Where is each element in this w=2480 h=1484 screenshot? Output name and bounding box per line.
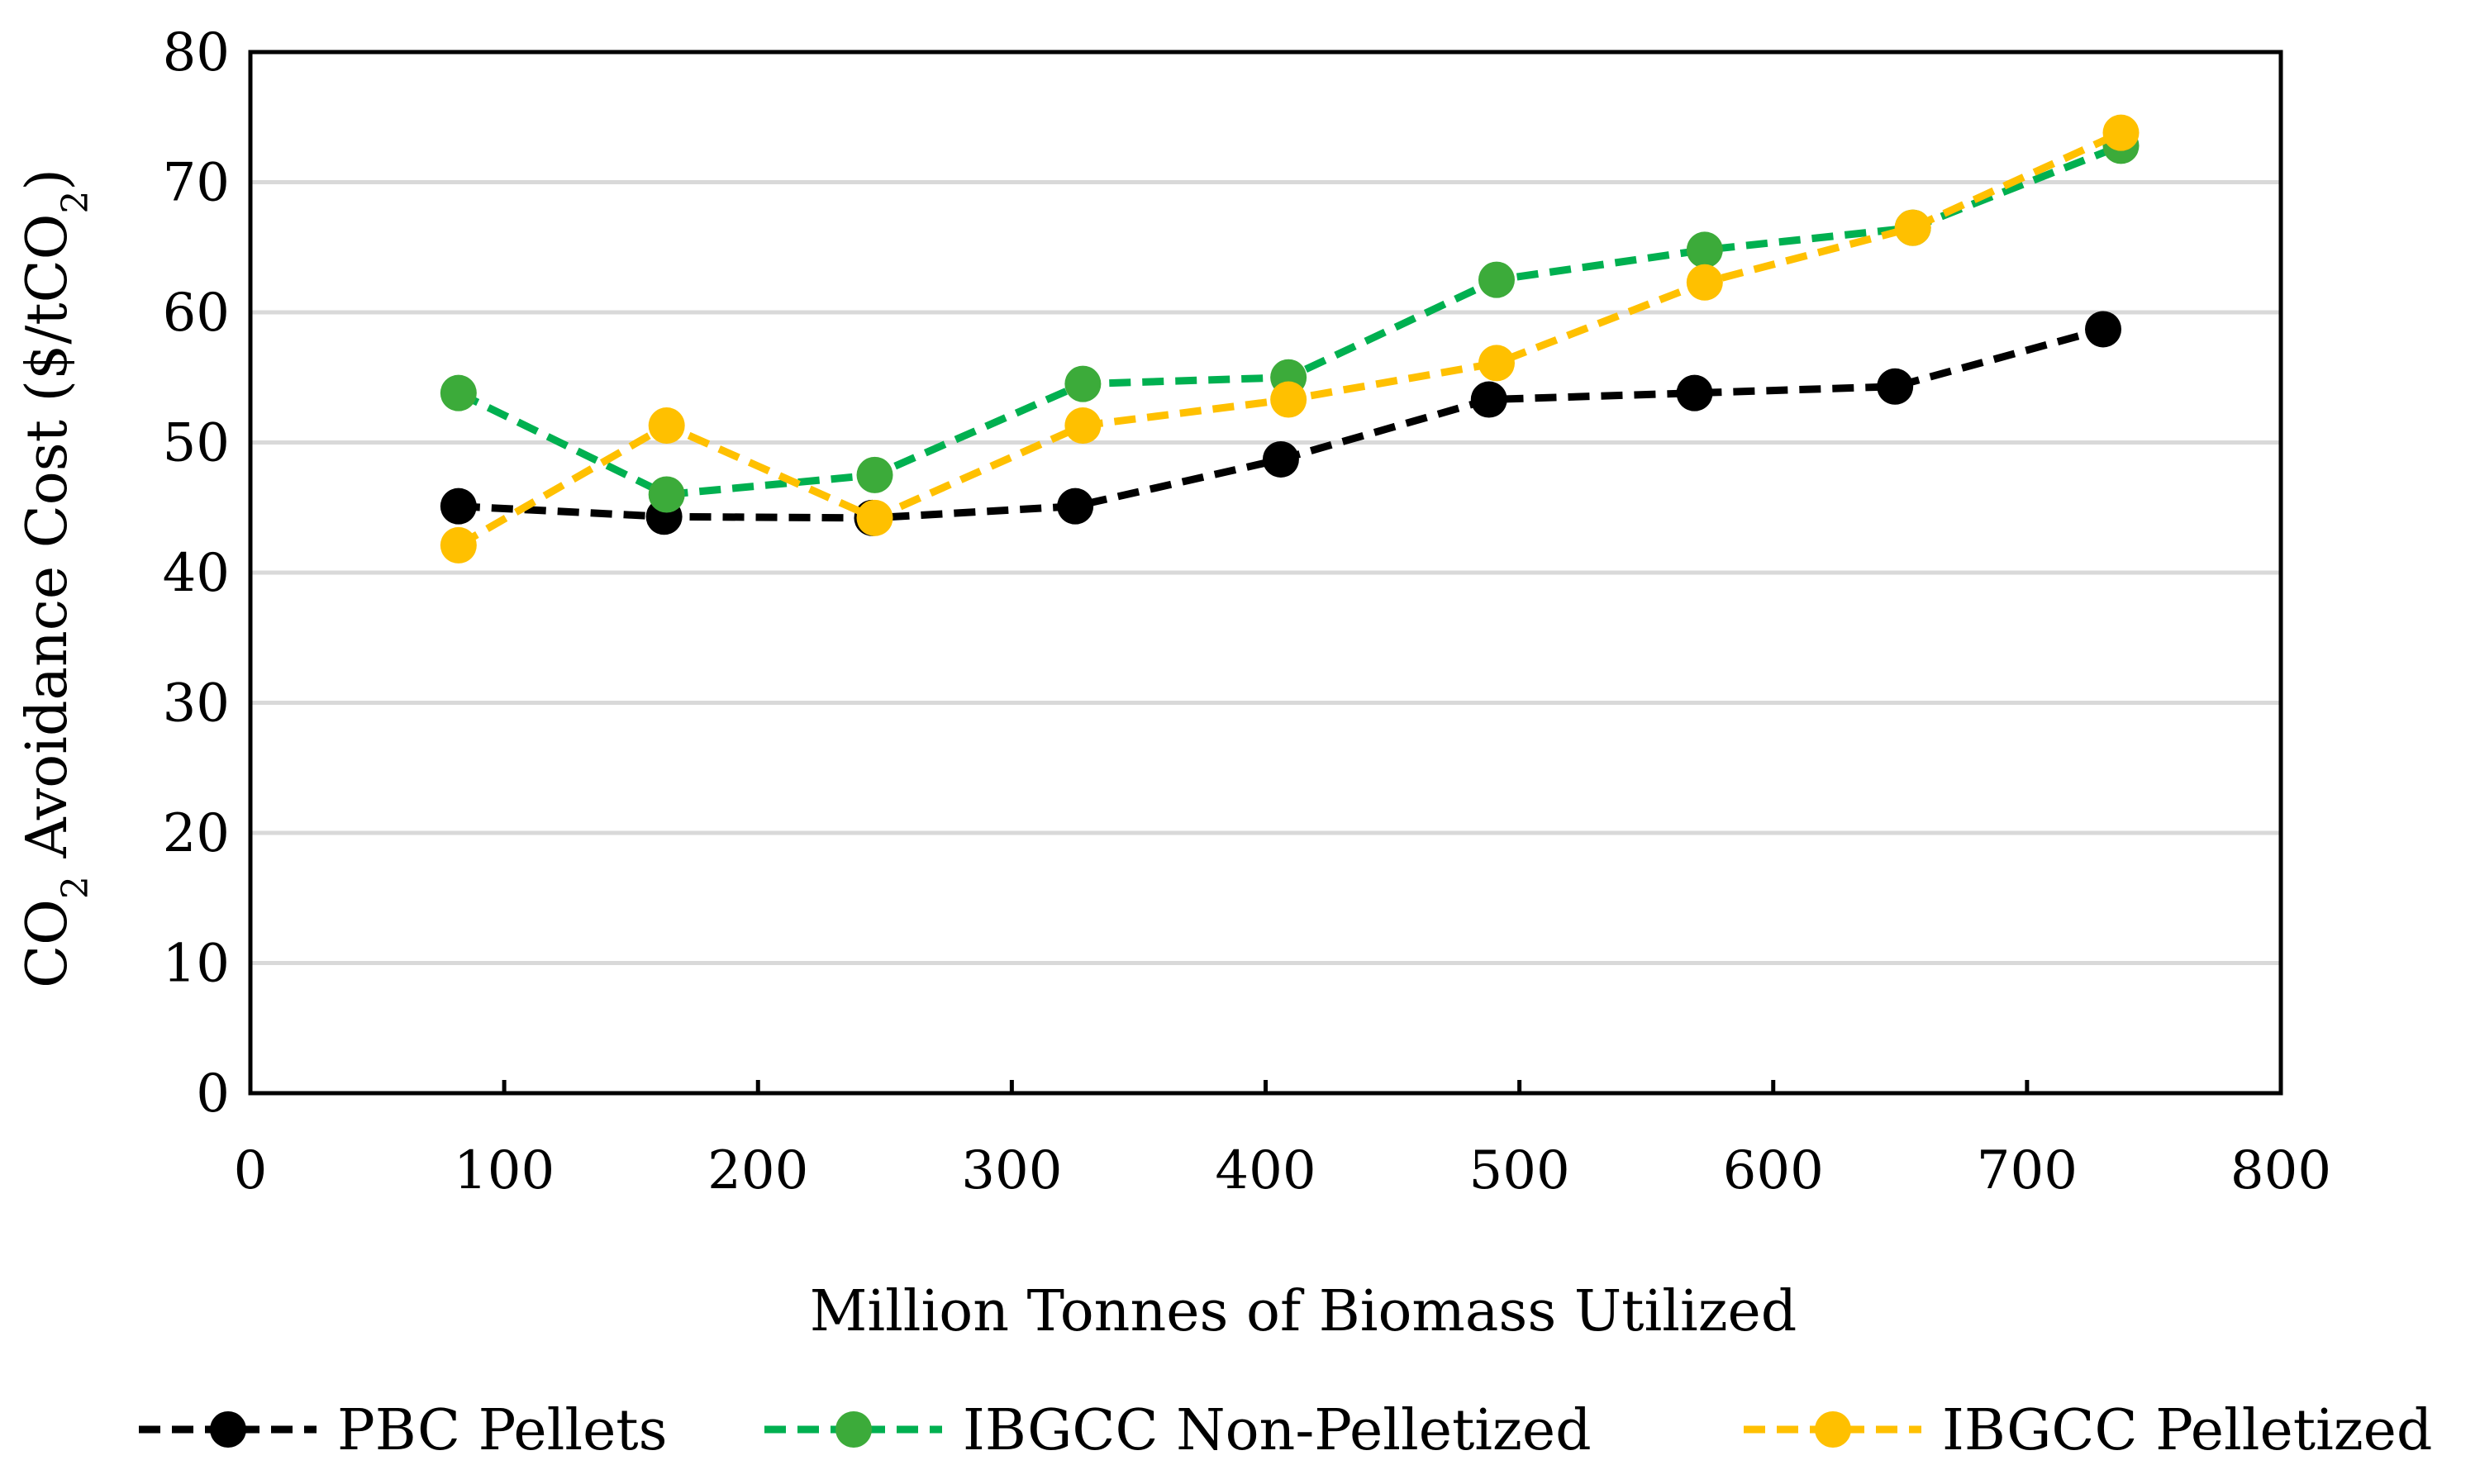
x-tick-label-300: 300 [961,1140,1062,1201]
data-point-ibgcc-non-pelletized-6 [1686,231,1723,269]
legend-marker-pbc-pellets [210,1411,246,1448]
x-axis: 0 100 200 300 400 500 600 700 800 [234,1080,2331,1201]
x-tick-label-200: 200 [707,1140,808,1201]
data-point-pbc-pellets-4 [1262,440,1299,478]
y-tick-label-40: 40 [163,543,230,604]
x-tick-label-500: 500 [1469,1140,1570,1201]
data-point-ibgcc-pelletized-0 [440,526,477,564]
x-tick-label-600: 600 [1723,1140,1824,1201]
y-axis-title-sub1: 2 [55,876,97,899]
legend: PBC Pellets IBGCC Non-Pelletized IBGCC Pel… [139,1398,2432,1463]
y-axis-title-part1: CO [15,899,80,988]
x-tick-label-700: 700 [1977,1140,2078,1201]
series-layer [440,114,2140,564]
legend-label-ibgcc-pelletized: IBGCC Pelletized [1942,1398,2432,1463]
series-line-ibgcc-pelletized [456,129,2123,549]
legend-label-pbc-pellets: PBC Pellets [337,1398,668,1463]
x-tick-label-100: 100 [454,1140,555,1201]
legend-marker-ibgcc-non-pelletized [835,1411,872,1448]
data-point-pbc-pellets-7 [1877,368,1914,405]
data-point-ibgcc-non-pelletized-0 [440,374,477,411]
y-tick-label-80: 80 [163,22,230,83]
data-point-ibgcc-pelletized-2 [856,499,893,536]
series-ibgcc-non-pelletized [440,127,2140,513]
y-tick-label-20: 20 [163,803,230,864]
data-point-ibgcc-pelletized-5 [1478,345,1515,382]
data-point-ibgcc-non-pelletized-2 [856,456,893,493]
x-tick-label-0: 0 [234,1140,268,1201]
y-axis-title: CO2 Avoidance Cost ($/tCO2) [15,169,97,988]
data-point-pbc-pellets-8 [2085,311,2122,348]
y-tick-label-50: 50 [163,413,230,474]
y-axis-title-sub2: 2 [55,191,97,214]
data-point-ibgcc-non-pelletized-1 [648,476,685,513]
legend-label-ibgcc-non-pelletized: IBGCC Non-Pelletized [963,1398,1592,1463]
series-pbc-pellets [440,311,2122,536]
data-point-ibgcc-pelletized-7 [1894,209,1931,246]
data-point-pbc-pellets-0 [440,488,477,525]
y-tick-label-60: 60 [163,283,230,344]
y-axis-title-part3: ) [15,169,80,191]
y-axis: 0 10 20 30 40 50 60 70 80 [163,22,230,1125]
series-ibgcc-pelletized [440,114,2140,564]
legend-item-ibgcc-non-pelletized: IBGCC Non-Pelletized [764,1398,1592,1463]
data-point-pbc-pellets-6 [1676,374,1713,411]
data-point-ibgcc-pelletized-3 [1064,407,1102,445]
data-point-ibgcc-non-pelletized-5 [1478,261,1515,298]
x-axis-title: Million Tonnes of Biomass Utilized [810,1279,1797,1344]
y-axis-title-part2: Avoidance Cost ($/tCO [15,214,80,877]
x-tick-label-800: 800 [2230,1140,2331,1201]
data-point-ibgcc-pelletized-1 [648,407,685,445]
x-tick-label-400: 400 [1215,1140,1316,1201]
data-point-ibgcc-pelletized-4 [1270,381,1307,418]
legend-item-pbc-pellets: PBC Pellets [139,1398,668,1463]
legend-item-ibgcc-pelletized: IBGCC Pelletized [1744,1398,2432,1463]
y-tick-label-70: 70 [163,153,230,214]
y-tick-label-0: 0 [196,1063,230,1125]
data-point-pbc-pellets-3 [1057,488,1094,525]
y-tick-label-10: 10 [163,934,230,995]
grid-lines [250,180,2281,965]
data-point-ibgcc-pelletized-6 [1686,264,1723,301]
legend-marker-ibgcc-pelletized [1815,1411,1851,1448]
data-point-pbc-pellets-5 [1470,381,1507,418]
data-point-ibgcc-pelletized-8 [2102,114,2140,151]
y-tick-label-30: 30 [163,673,230,735]
data-point-ibgcc-non-pelletized-3 [1064,365,1102,402]
